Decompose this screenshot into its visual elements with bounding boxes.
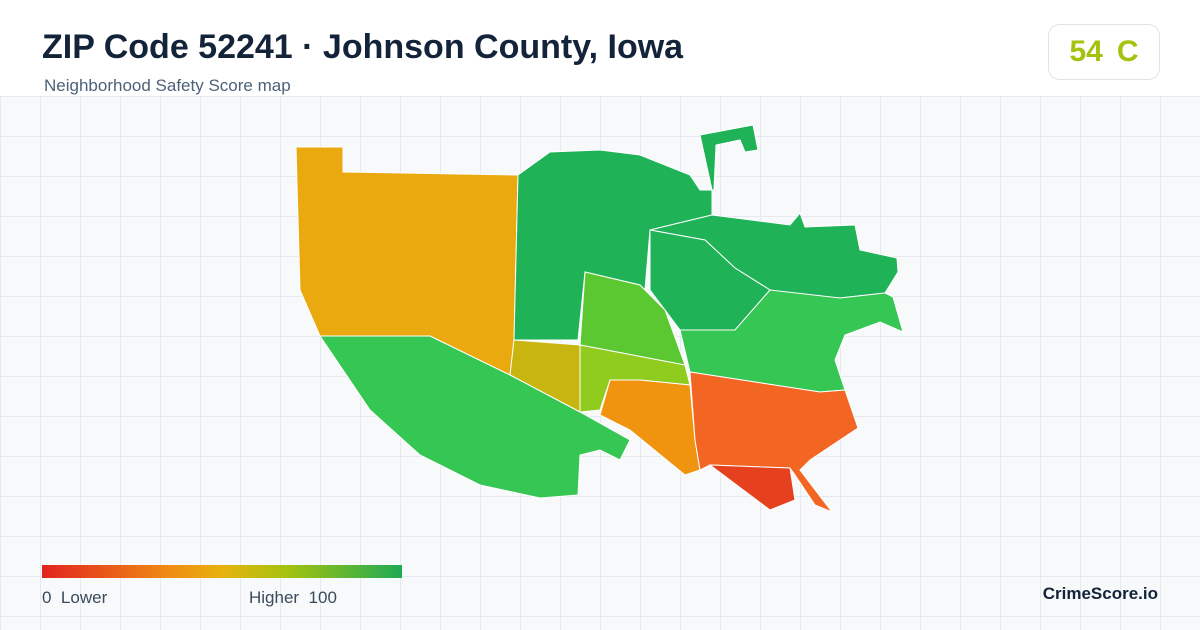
subtitle: Neighborhood Safety Score map [44,76,291,95]
region [599,379,701,476]
legend-max-label: Higher [249,588,300,607]
legend-gradient [42,565,402,578]
legend-min-label: Lower [60,588,108,607]
legend-max: Higher 100 [249,588,337,608]
grade: C [1116,35,1139,68]
brand: CrimeScore.io [1042,584,1158,603]
score-badge: 54 C [1048,24,1160,80]
legend-min: 0 Lower [42,588,107,608]
legend-max-value: 100 [308,588,337,607]
region [708,464,796,511]
region [579,271,686,366]
region [699,124,759,191]
score: 54 [1069,35,1103,68]
region [689,371,859,514]
header: ZIP Code 52241 · Johnson County, Iowa Ne… [0,0,1200,97]
legend-min-value: 0 [42,588,52,607]
title: ZIP Code 52241 · Johnson County, Iowa [42,28,684,66]
region [319,335,631,499]
